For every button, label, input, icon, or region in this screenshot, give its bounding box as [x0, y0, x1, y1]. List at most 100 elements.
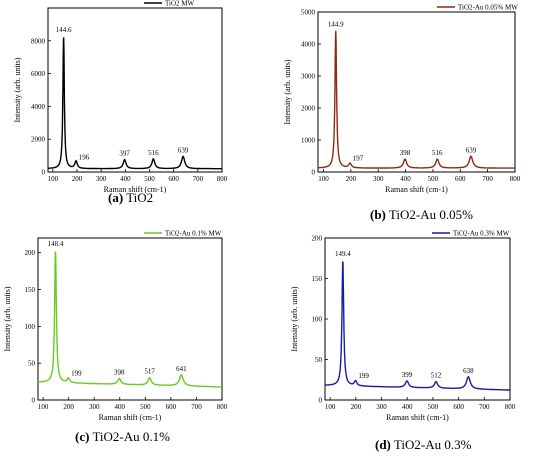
y-tick-label: 3000	[301, 73, 316, 81]
peak-label: 149.4	[335, 250, 351, 258]
series-line	[325, 261, 510, 391]
x-tick-label: 200	[72, 175, 83, 183]
peak-label: 197	[353, 154, 364, 162]
y-tick-label: 50	[315, 356, 323, 364]
caption-d-letter: (d)	[375, 437, 391, 452]
y-tick-label: 0	[319, 397, 323, 405]
y-tick-label: 0	[32, 397, 36, 405]
x-axis-label: Raman shift (cm-1)	[104, 185, 167, 194]
y-tick-label: 200	[312, 235, 323, 243]
y-tick-label: 5000	[301, 9, 316, 17]
series-line	[37, 251, 222, 388]
x-tick-label: 200	[346, 175, 357, 183]
x-tick-label: 700	[191, 403, 202, 411]
y-axis-label: Intensity (arb. units)	[13, 57, 22, 122]
peak-label: 144.6	[56, 26, 72, 34]
x-tick-label: 300	[373, 175, 384, 183]
peak-label: 639	[466, 146, 477, 154]
caption-d: (d) TiO2-Au 0.3%	[375, 437, 471, 453]
y-tick-label: 50	[28, 360, 36, 368]
x-tick-label: 700	[479, 403, 490, 411]
caption-d-text: TiO2-Au 0.3%	[393, 437, 472, 452]
y-tick-label: 100	[312, 316, 323, 324]
caption-c: (c) TiO2-Au 0.1%	[75, 429, 170, 445]
x-tick-label: 700	[482, 175, 493, 183]
x-tick-label: 100	[38, 403, 49, 411]
peak-label: 199	[71, 369, 82, 377]
x-tick-label: 400	[402, 403, 413, 411]
peak-label: 398	[114, 368, 125, 376]
caption-c-letter: (c)	[75, 429, 90, 444]
x-tick-label: 500	[428, 175, 439, 183]
peak-label: 641	[176, 365, 187, 373]
x-tick-label: 400	[115, 403, 126, 411]
series-line	[48, 37, 222, 170]
x-tick-label: 400	[120, 175, 131, 183]
caption-a-letter: (a)	[108, 190, 124, 205]
panel-a: 100 200 300 400 500 600 700 800 0 2000 4000 6000 800…	[0, 0, 275, 215]
series-line	[318, 30, 515, 169]
plot-frame	[317, 11, 516, 173]
y-tick-label: 200	[25, 249, 36, 257]
y-tick-label: 6000	[31, 70, 46, 78]
y-axis-label: Intensity (arb. units)	[3, 286, 12, 351]
x-tick-label: 500	[140, 403, 151, 411]
peak-label: 399	[402, 371, 413, 379]
x-axis-label: Raman shift (cm-1)	[386, 413, 449, 422]
peak-label: 398	[400, 149, 411, 157]
y-tick-label: 150	[312, 275, 323, 283]
x-tick-label: 300	[376, 403, 387, 411]
legend-entry: TiO2-Au 0.3% MW	[453, 230, 510, 238]
caption-b: (b) TiO2-Au 0.05%	[370, 207, 473, 223]
y-tick-label: 2000	[301, 105, 316, 113]
x-tick-label: 600	[168, 175, 179, 183]
peak-label: 199	[358, 372, 369, 380]
peak-label: 639	[178, 146, 189, 154]
x-axis-label: Raman shift (cm-1)	[99, 413, 162, 422]
peak-label: 144.9	[328, 20, 344, 28]
y-tick-label: 0	[42, 169, 46, 177]
caption-b-letter: (b)	[370, 207, 386, 222]
x-tick-label: 100	[325, 403, 336, 411]
x-tick-label: 100	[318, 175, 329, 183]
caption-a-text: TiO2	[126, 190, 154, 205]
legend-entry: TiO2 MW	[165, 0, 195, 8]
peak-label: 638	[463, 367, 474, 375]
x-tick-label: 800	[217, 175, 228, 183]
x-axis-label: Raman shift (cm-1)	[385, 185, 448, 194]
x-tick-label: 800	[510, 175, 521, 183]
y-tick-label: 8000	[31, 37, 46, 45]
x-tick-label: 600	[453, 403, 464, 411]
x-tick-label: 700	[193, 175, 204, 183]
x-tick-label: 600	[166, 403, 177, 411]
x-tick-label: 500	[144, 175, 155, 183]
caption-b-text: TiO2-Au 0.05%	[388, 207, 473, 222]
plot-frame	[47, 7, 223, 173]
legend-entry: TiO2-Au 0.05% MW	[458, 4, 518, 12]
peak-label: 148.4	[48, 240, 64, 248]
x-tick-label: 800	[505, 403, 516, 411]
x-tick-label: 500	[428, 403, 439, 411]
panel-b: 100 200 300 400 500 600 700 800 0 1000 2000 3000 400…	[0, 0, 550, 215]
x-tick-label: 300	[96, 175, 107, 183]
y-tick-label: 100	[25, 323, 36, 331]
x-tick-label: 200	[63, 403, 74, 411]
y-tick-label: 4000	[31, 103, 46, 111]
x-tick-label: 400	[400, 175, 411, 183]
y-tick-label: 2000	[31, 136, 46, 144]
y-axis-label: Intensity (arb. units)	[290, 286, 299, 351]
y-tick-label: 1000	[301, 137, 316, 145]
peak-label: 517	[144, 368, 155, 376]
caption-c-text: TiO2-Au 0.1%	[92, 429, 170, 444]
peak-label: 196	[79, 154, 90, 162]
x-tick-label: 600	[455, 175, 466, 183]
legend-entry: TiO2-Au 0.1% MW	[165, 230, 222, 238]
peak-label: 397	[119, 150, 130, 158]
plot-frame	[324, 237, 511, 401]
panel-c: 100 200 300 400 500 600 700 800 0 50 100 150 200 Rama…	[3, 230, 228, 423]
